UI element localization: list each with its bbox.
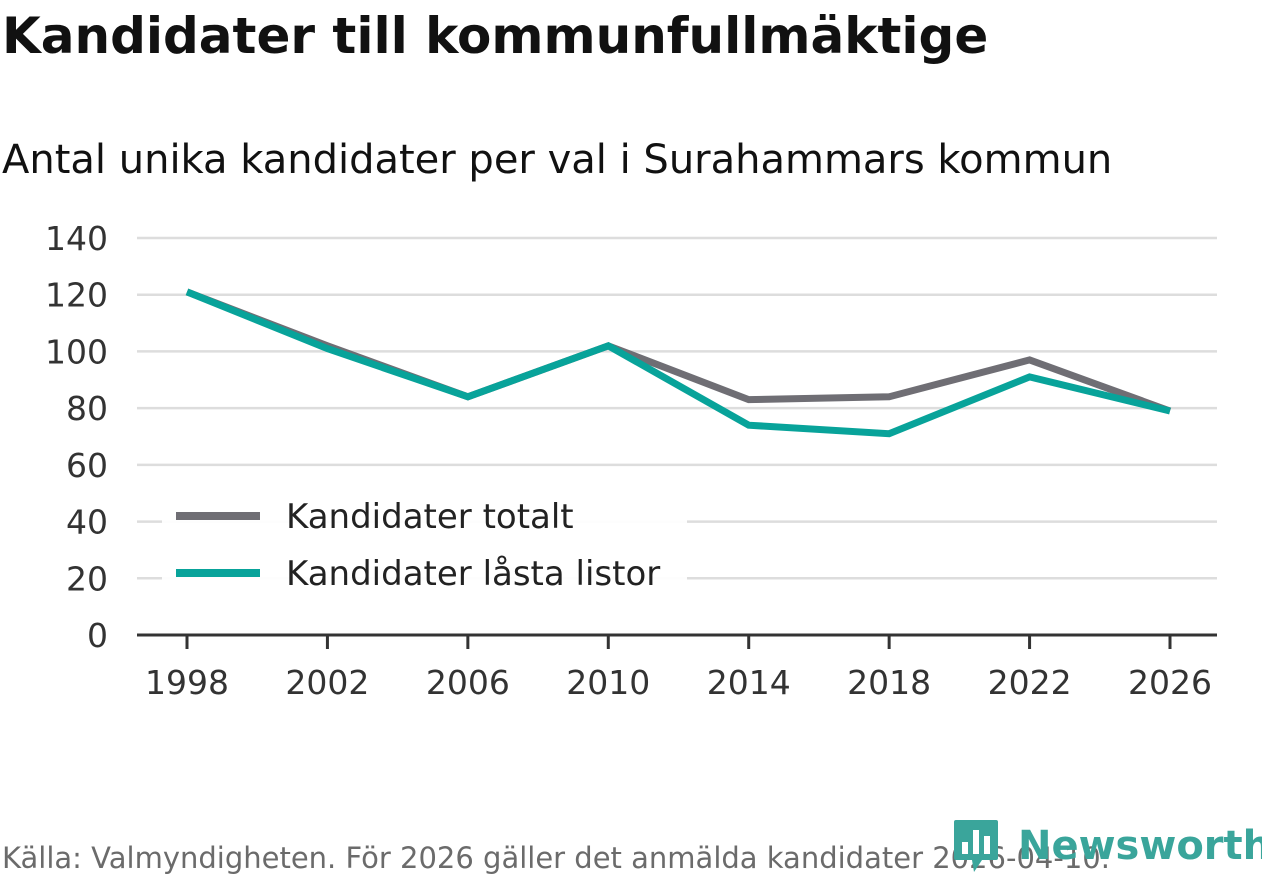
series-lines [185, 288, 1172, 438]
legend-label: Kandidater totalt [286, 497, 574, 537]
x-tick-label: 2006 [426, 663, 510, 702]
chart-subtitle: Antal unika kandidater per val i Suraham… [2, 137, 1113, 183]
y-tick-label: 120 [45, 276, 108, 315]
x-tick-label: 2010 [566, 663, 650, 702]
y-tick-label: 20 [66, 559, 108, 598]
legend: Kandidater totalt Kandidater låsta listor [162, 486, 687, 608]
series-line-kandidater-lasta-listor [185, 288, 1171, 438]
brand-name: Newsworthy [1018, 823, 1262, 869]
x-tick-label: 2002 [285, 663, 369, 702]
bar-chart-logo-icon [954, 820, 998, 872]
newsworthy-logo: Newsworthy [952, 818, 1262, 874]
source-caption: Källa: Valmyndigheten. För 2026 gäller d… [2, 841, 1110, 875]
y-tick-label: 60 [66, 446, 108, 485]
x-tick-label: 2022 [988, 663, 1072, 702]
y-tick-label: 0 [87, 616, 108, 655]
y-tick-label: 80 [66, 389, 108, 428]
x-tick-label: 1998 [145, 663, 229, 702]
y-tick-label: 100 [45, 332, 108, 371]
x-tick-label: 2026 [1128, 663, 1212, 702]
y-tick-label: 140 [45, 219, 108, 258]
chart-title: Kandidater till kommunfullmäktige [2, 7, 989, 65]
y-tick-label: 40 [66, 503, 108, 542]
legend-background [162, 486, 687, 608]
legend-label: Kandidater låsta listor [286, 554, 660, 594]
x-tick-label: 2018 [847, 663, 931, 702]
x-tick-label: 2014 [707, 663, 791, 702]
axes: 0 20 40 60 80 100 140 120 1998 2002 2006 2010 2014 20… [45, 219, 1217, 702]
